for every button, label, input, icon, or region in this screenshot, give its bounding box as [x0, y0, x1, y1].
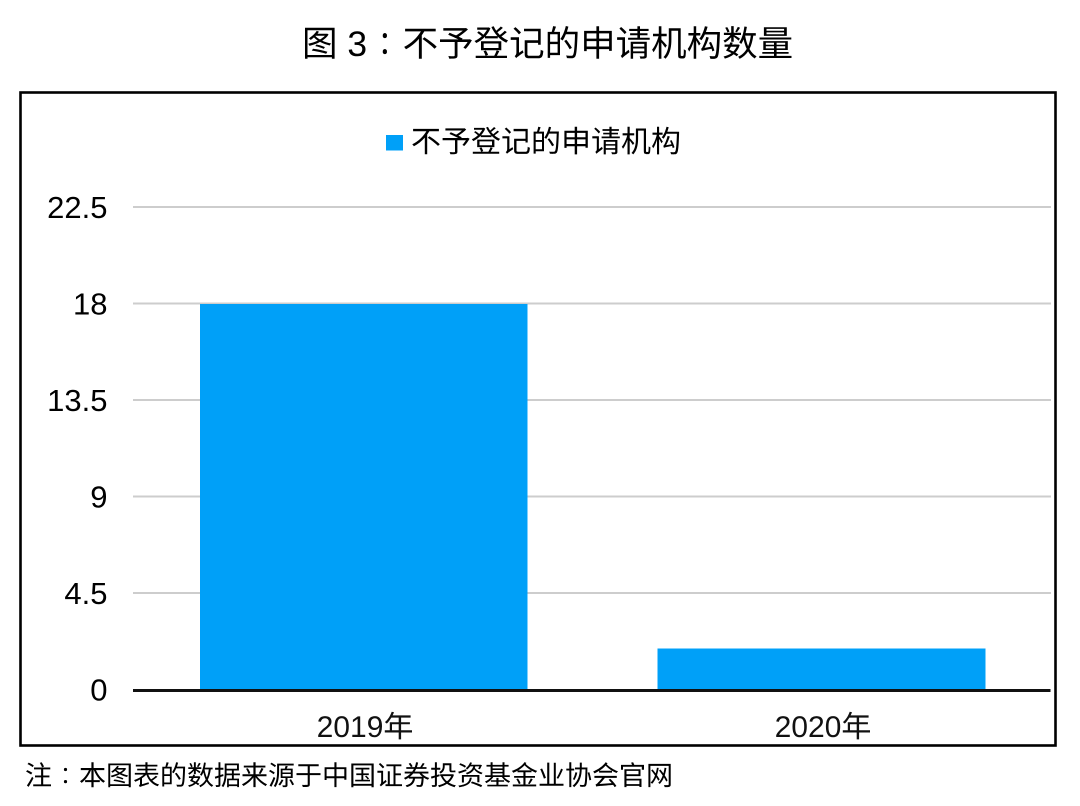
- svg-text:13.5: 13.5: [47, 383, 107, 418]
- svg-text:9: 9: [90, 480, 107, 515]
- svg-text:18: 18: [73, 287, 107, 322]
- svg-text:4.5: 4.5: [64, 576, 107, 611]
- svg-text:0: 0: [90, 673, 107, 708]
- svg-text:22.5: 22.5: [47, 190, 107, 225]
